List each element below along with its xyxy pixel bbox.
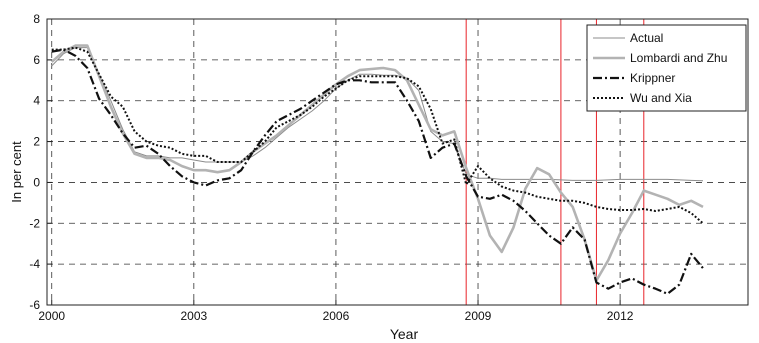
y-tick-label: -4 (29, 257, 40, 271)
x-tick-label: 2000 (38, 309, 65, 323)
legend: Actual Lombardi and Zhu Krippner Wu and Xia (586, 24, 747, 112)
y-tick-label: 8 (33, 12, 40, 26)
x-tick-label: 2003 (180, 309, 207, 323)
y-tick-label: -6 (29, 298, 40, 312)
x-tick-label: 2012 (607, 309, 634, 323)
plot-area-frame (46, 18, 749, 306)
legend-label: Lombardi and Zhu (630, 51, 727, 65)
series-line-3 (51, 48, 704, 295)
legend-label: Krippner (630, 71, 675, 85)
y-tick-label: -2 (29, 216, 40, 230)
x-axis-label: Year (390, 326, 419, 342)
series-line-4 (51, 46, 704, 225)
y-tick-label: 0 (33, 175, 40, 189)
legend-box (586, 24, 747, 112)
legend-label: Actual (630, 31, 663, 45)
y-axis-label: In per cent (9, 141, 24, 203)
x-tick-label: 2009 (465, 309, 492, 323)
y-tick-label: 6 (33, 53, 40, 67)
y-tick-label: 4 (33, 94, 40, 108)
series-lines (50, 44, 704, 295)
y-tick-label: 2 (33, 135, 40, 149)
legend-label: Wu and Xia (630, 91, 692, 105)
x-tick-label: 2006 (323, 309, 350, 323)
